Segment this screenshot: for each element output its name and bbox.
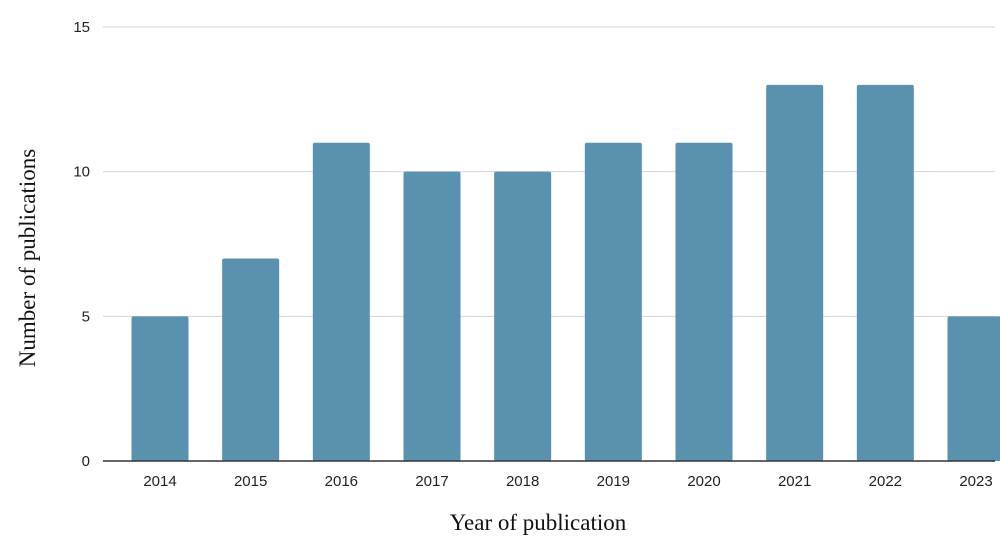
y-tick-labels: 0 5 10 15 bbox=[73, 19, 90, 470]
x-tick-label: 2022 bbox=[869, 473, 902, 490]
bar-2018 bbox=[494, 171, 552, 461]
y-tick-label: 5 bbox=[82, 308, 90, 325]
y-tick-label: 10 bbox=[73, 164, 90, 181]
bar-2019 bbox=[584, 142, 642, 461]
x-tick-label: 2020 bbox=[687, 473, 720, 490]
x-tick-label: 2021 bbox=[778, 473, 811, 490]
bars bbox=[131, 84, 1000, 461]
x-tick-label: 2015 bbox=[234, 473, 267, 490]
x-tick-label: 2014 bbox=[143, 473, 176, 490]
bar-2016 bbox=[312, 142, 370, 461]
y-axis-title: Number of publications bbox=[15, 149, 40, 368]
x-tick-label: 2019 bbox=[597, 473, 630, 490]
bar-2014 bbox=[131, 316, 189, 461]
x-axis-title: Year of publication bbox=[450, 510, 627, 535]
bar-2023 bbox=[947, 316, 1000, 461]
bar-2017 bbox=[403, 171, 461, 461]
x-tick-label: 2018 bbox=[506, 473, 539, 490]
x-tick-label: 2023 bbox=[959, 473, 992, 490]
y-tick-label: 0 bbox=[82, 453, 90, 470]
x-tick-label: 2017 bbox=[415, 473, 448, 490]
bar-2020 bbox=[675, 142, 733, 461]
bar-2015 bbox=[222, 258, 280, 461]
bar-2021 bbox=[766, 84, 824, 461]
x-tick-labels: 2014 2015 2016 2017 2018 2019 2020 2021 2022 2023 bbox=[143, 473, 992, 490]
x-tick-label: 2016 bbox=[325, 473, 358, 490]
y-tick-label: 15 bbox=[73, 19, 90, 36]
bar-2022 bbox=[856, 84, 914, 461]
